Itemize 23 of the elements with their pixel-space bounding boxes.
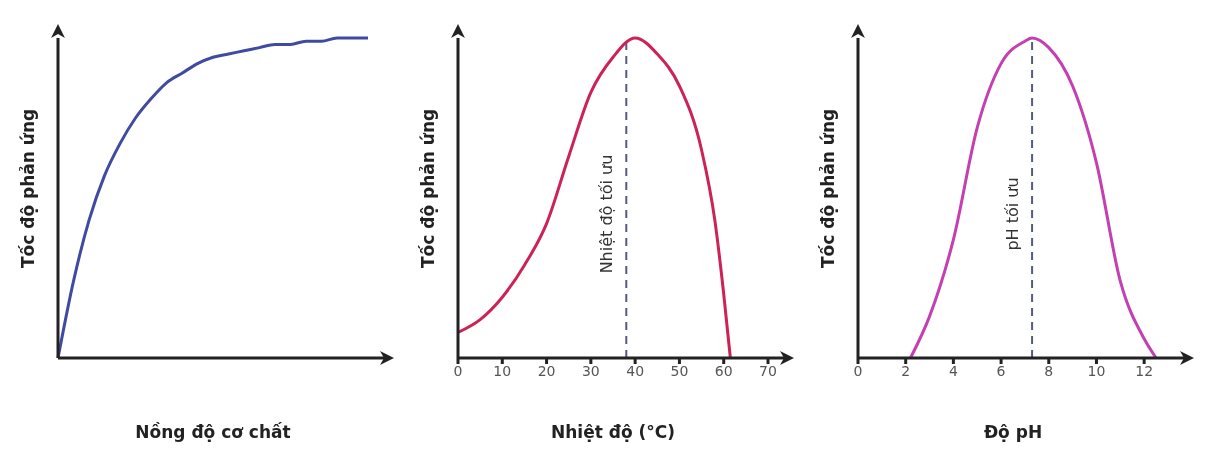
x-tick-label: 12 [1135,362,1154,379]
x-axis-title: Nồng độ cơ chất [135,422,291,442]
x-tick-label: 2 [901,362,911,379]
x-axis-title: Nhiệt độ (°C) [550,422,676,442]
x-tick-label: 0 [453,362,463,379]
x-tick-label: 50 [670,362,689,379]
x-tick-label: 20 [537,362,556,379]
ref-line-label: Nhiệt độ tối ưu [597,154,617,274]
y-axis-title: Tốc độ phản ứng [418,108,439,268]
x-axis-title: Độ pH [983,422,1043,442]
x-tick-label: 40 [626,362,645,379]
ref-line-label: pH tối ưu [1003,177,1023,251]
x-tick-label: 10 [493,362,512,379]
x-tick-label: 6 [996,362,1006,379]
y-axis-title: Tốc độ phản ứng [818,108,839,268]
y-axis-title: Tốc độ phản ứng [18,108,39,268]
x-tick-label: 30 [581,362,600,379]
x-tick-label: 60 [714,362,733,379]
x-tick-label: 0 [853,362,863,379]
x-tick-label: 8 [1044,362,1054,379]
x-tick-label: 4 [948,362,958,379]
x-tick-label: 10 [1087,362,1106,379]
x-tick-label: 70 [759,362,777,379]
